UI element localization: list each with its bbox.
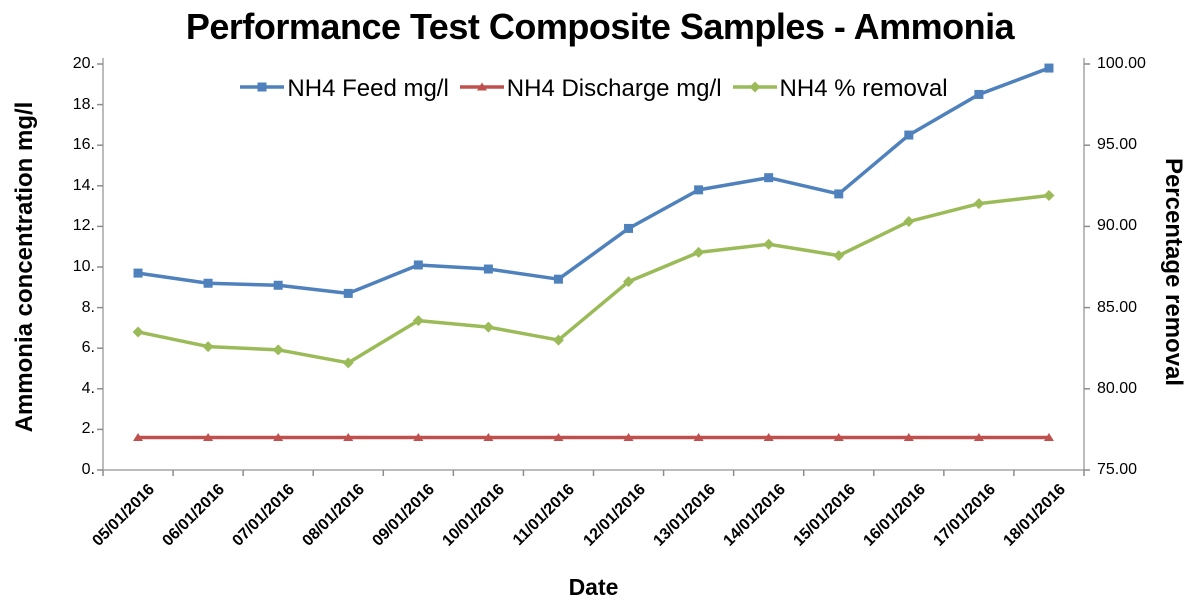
series-1-point — [1043, 433, 1054, 442]
legend-item-removal[interactable]: NH4 % removal — [732, 75, 948, 103]
removal-series-marker-icon — [732, 79, 778, 100]
legend-marker — [257, 82, 267, 91]
legend-marker — [749, 81, 761, 92]
left-axis-tick-label: 20. — [72, 55, 95, 72]
series-0-point — [834, 189, 844, 199]
series-2-point — [973, 198, 985, 210]
series-1-point — [483, 433, 494, 442]
series-2-point — [833, 250, 845, 262]
left-axis-tick-label: 18. — [72, 95, 95, 113]
left-axis-tick-label: 10. — [72, 258, 95, 275]
series-2-point — [623, 276, 635, 288]
series-line-0 — [136, 66, 1051, 296]
series-line-2 — [136, 193, 1051, 365]
series-2-point — [763, 238, 775, 250]
series-2-point — [272, 344, 284, 356]
right-axis-title: Percentage removal — [1160, 157, 1187, 387]
left-axis-title: Ammonia concentration mg/l — [11, 101, 38, 433]
series-0-point — [203, 278, 213, 288]
legend-label-removal: NH4 % removal — [779, 75, 948, 102]
legend: NH4 Feed mg/l NH4 Discharge mg/l NH4 % r… — [103, 72, 1084, 106]
series-1-point — [273, 433, 284, 442]
series-1-point — [413, 433, 424, 442]
right-axis-tick-label: 80.00 — [1097, 379, 1138, 397]
series-0-point — [694, 185, 704, 195]
series-2-point — [903, 216, 915, 228]
right-axis-tick-label: 90.00 — [1097, 217, 1138, 235]
series-0-point — [1044, 63, 1054, 73]
series-1-point — [343, 433, 354, 442]
left-axis-tick-label: 2. — [81, 420, 95, 438]
series-0-point — [904, 130, 914, 140]
x-axis-title: Date — [568, 574, 619, 600]
series-2-point — [693, 246, 705, 258]
right-axis-tick-label: 95.00 — [1097, 136, 1138, 154]
series-0-point — [273, 280, 283, 290]
series-0-point — [974, 89, 984, 99]
series-1-point — [203, 433, 214, 442]
series-2-point — [342, 357, 354, 369]
legend-label-discharge: NH4 Discharge mg/l — [506, 75, 722, 102]
series-0-point — [133, 268, 143, 278]
feed-series-marker-icon — [239, 79, 285, 100]
series-2-point — [552, 334, 564, 346]
discharge-series-marker-icon — [459, 79, 505, 100]
series-0-point — [764, 173, 774, 183]
series-1-point — [903, 433, 914, 442]
series-1-point — [553, 433, 564, 442]
left-axis-tick-label: 8. — [81, 298, 95, 316]
series-1-point — [693, 433, 704, 442]
series-0-point — [483, 264, 493, 274]
left-axis-tick-label: 12. — [72, 217, 95, 235]
series-1-point — [833, 433, 844, 442]
chart-title: Performance Test Composite Samples - Amm… — [185, 6, 1015, 47]
series-1-point — [623, 433, 634, 442]
legend-item-feed[interactable]: NH4 Feed mg/l — [239, 75, 449, 103]
left-axis-tick-label: 16. — [72, 136, 95, 154]
series-1-point — [973, 433, 984, 442]
legend-marker — [476, 82, 487, 90]
left-axis-tick-label: 6. — [81, 339, 95, 357]
series-0-point — [413, 260, 423, 270]
series-1-point — [763, 433, 774, 442]
legend-item-discharge[interactable]: NH4 Discharge mg/l — [459, 75, 722, 103]
left-axis-tick-label: 4. — [81, 379, 95, 397]
right-axis-tick-label: 85.00 — [1097, 298, 1138, 316]
series-2-point — [1043, 190, 1055, 202]
series-0-point — [624, 223, 634, 233]
series-2-point — [412, 315, 424, 327]
left-axis-tick-label: 14. — [72, 176, 95, 194]
right-axis-tick-label: 75.00 — [1097, 461, 1138, 478]
series-2-point — [132, 326, 144, 338]
legend-label-feed: NH4 Feed mg/l — [287, 75, 449, 102]
series-1-point — [133, 433, 144, 442]
left-axis-tick-label: 0. — [81, 461, 95, 478]
series-2-point — [482, 321, 494, 333]
series-0-point — [553, 274, 563, 284]
series-0-point — [343, 288, 353, 298]
right-axis-tick-label: 100.00 — [1097, 55, 1146, 72]
series-2-point — [202, 341, 214, 353]
